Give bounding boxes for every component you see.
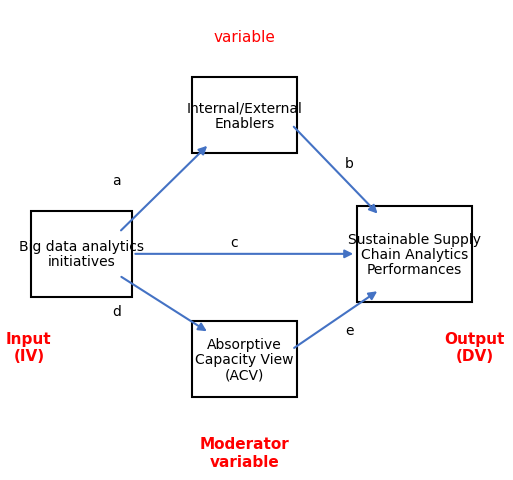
FancyBboxPatch shape (357, 206, 472, 302)
Text: a: a (112, 173, 121, 187)
Text: Capacity View: Capacity View (195, 352, 293, 366)
Text: Input
(IV): Input (IV) (6, 331, 52, 363)
Text: Sustainable Supply: Sustainable Supply (348, 232, 481, 246)
Text: e: e (345, 324, 354, 337)
Text: c: c (230, 235, 238, 250)
Text: Absorptive: Absorptive (207, 337, 282, 351)
Text: b: b (345, 156, 354, 170)
Text: Enablers: Enablers (214, 117, 274, 131)
Text: Output
(DV): Output (DV) (445, 331, 505, 363)
Text: (ACV): (ACV) (225, 368, 264, 382)
Text: Big data analytics: Big data analytics (19, 240, 144, 253)
FancyBboxPatch shape (192, 78, 297, 154)
Text: variable: variable (213, 30, 275, 45)
Text: d: d (112, 305, 121, 319)
FancyBboxPatch shape (192, 321, 297, 397)
Text: Internal/External: Internal/External (186, 101, 302, 115)
Text: Performances: Performances (367, 263, 462, 276)
Text: Chain Analytics: Chain Analytics (361, 247, 468, 261)
FancyBboxPatch shape (31, 211, 131, 297)
Text: initiatives: initiatives (48, 255, 115, 269)
Text: Moderator
variable: Moderator variable (200, 436, 289, 468)
